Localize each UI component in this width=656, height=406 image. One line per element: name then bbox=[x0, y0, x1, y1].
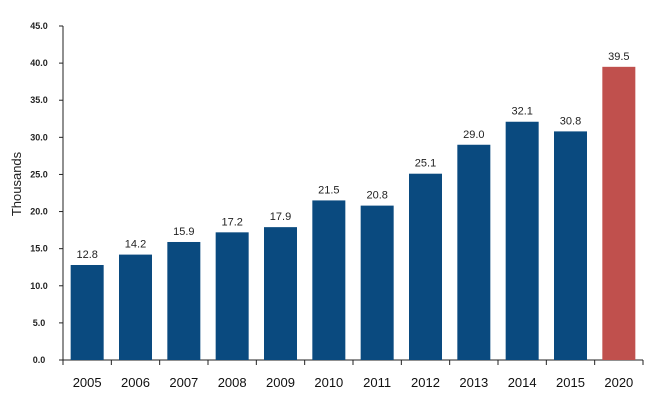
x-tick-label-2013: 2013 bbox=[459, 375, 488, 390]
bar-2015 bbox=[554, 131, 587, 360]
bar-2006 bbox=[119, 254, 152, 360]
x-tick-label-2010: 2010 bbox=[314, 375, 343, 390]
data-label-2015: 30.8 bbox=[560, 115, 581, 127]
bar-2012 bbox=[409, 173, 442, 360]
data-label-2014: 32.1 bbox=[511, 106, 532, 118]
bar-2005 bbox=[70, 264, 104, 360]
y-tick-label: 25.0 bbox=[30, 169, 48, 179]
data-label-2011: 20.8 bbox=[366, 190, 387, 202]
y-axis: 0.0 5.0 10.0 15.0 20.0 25.0 30.0 35.0 40.0 45.0 bbox=[30, 21, 64, 365]
bar-2013 bbox=[457, 144, 491, 360]
data-label-2020: 39.5 bbox=[608, 51, 629, 63]
bar-2014 bbox=[505, 121, 539, 360]
bar-2010 bbox=[312, 200, 346, 360]
x-tick-label-2015: 2015 bbox=[556, 375, 585, 390]
x-tick-label-2008: 2008 bbox=[218, 375, 247, 390]
x-tick-label-2006: 2006 bbox=[121, 375, 150, 390]
bar-2011 bbox=[360, 205, 394, 360]
y-tick-label: 30.0 bbox=[30, 132, 48, 142]
bar-2007 bbox=[167, 241, 201, 360]
x-tick-label-2020: 2020 bbox=[604, 375, 633, 390]
data-label-2007: 15.9 bbox=[173, 226, 194, 238]
bar-2008 bbox=[215, 232, 249, 360]
y-tick-label: 0.0 bbox=[33, 355, 46, 365]
y-tick-label: 40.0 bbox=[30, 58, 48, 68]
x-tick-label-2012: 2012 bbox=[411, 375, 440, 390]
data-label-2009: 17.9 bbox=[270, 211, 291, 223]
x-tick-label-2007: 2007 bbox=[169, 375, 198, 390]
x-tick-label-2014: 2014 bbox=[508, 375, 537, 390]
bar-2020 bbox=[602, 66, 636, 361]
data-label-2006: 14.2 bbox=[125, 239, 146, 251]
bars: 12.8 14.2 15.9 17.2 17.9 21.5 20.8 25.1 29.0 32.1… bbox=[70, 51, 636, 361]
y-tick-label: 5.0 bbox=[33, 318, 46, 328]
x-tick-label-2009: 2009 bbox=[266, 375, 295, 390]
y-tick-label: 10.0 bbox=[30, 281, 48, 291]
x-axis: 2005 2006 2007 2008 2009 2010 2011 2012 2013 2014… bbox=[62, 359, 644, 390]
data-label-2012: 25.1 bbox=[415, 158, 436, 170]
data-label-2013: 29.0 bbox=[463, 129, 484, 141]
y-tick-label: 20.0 bbox=[30, 207, 48, 217]
y-tick-label: 15.0 bbox=[30, 244, 48, 254]
data-label-2008: 17.2 bbox=[221, 216, 242, 228]
x-tick-label-2005: 2005 bbox=[73, 375, 102, 390]
y-tick-label: 45.0 bbox=[30, 21, 48, 31]
data-label-2005: 12.8 bbox=[76, 249, 97, 261]
y-tick-label: 35.0 bbox=[30, 95, 48, 105]
x-tick-label-2011: 2011 bbox=[363, 375, 391, 390]
data-label-2010: 21.5 bbox=[318, 184, 339, 196]
bar-2009 bbox=[264, 227, 297, 360]
y-axis-title: Thousands bbox=[9, 151, 24, 216]
